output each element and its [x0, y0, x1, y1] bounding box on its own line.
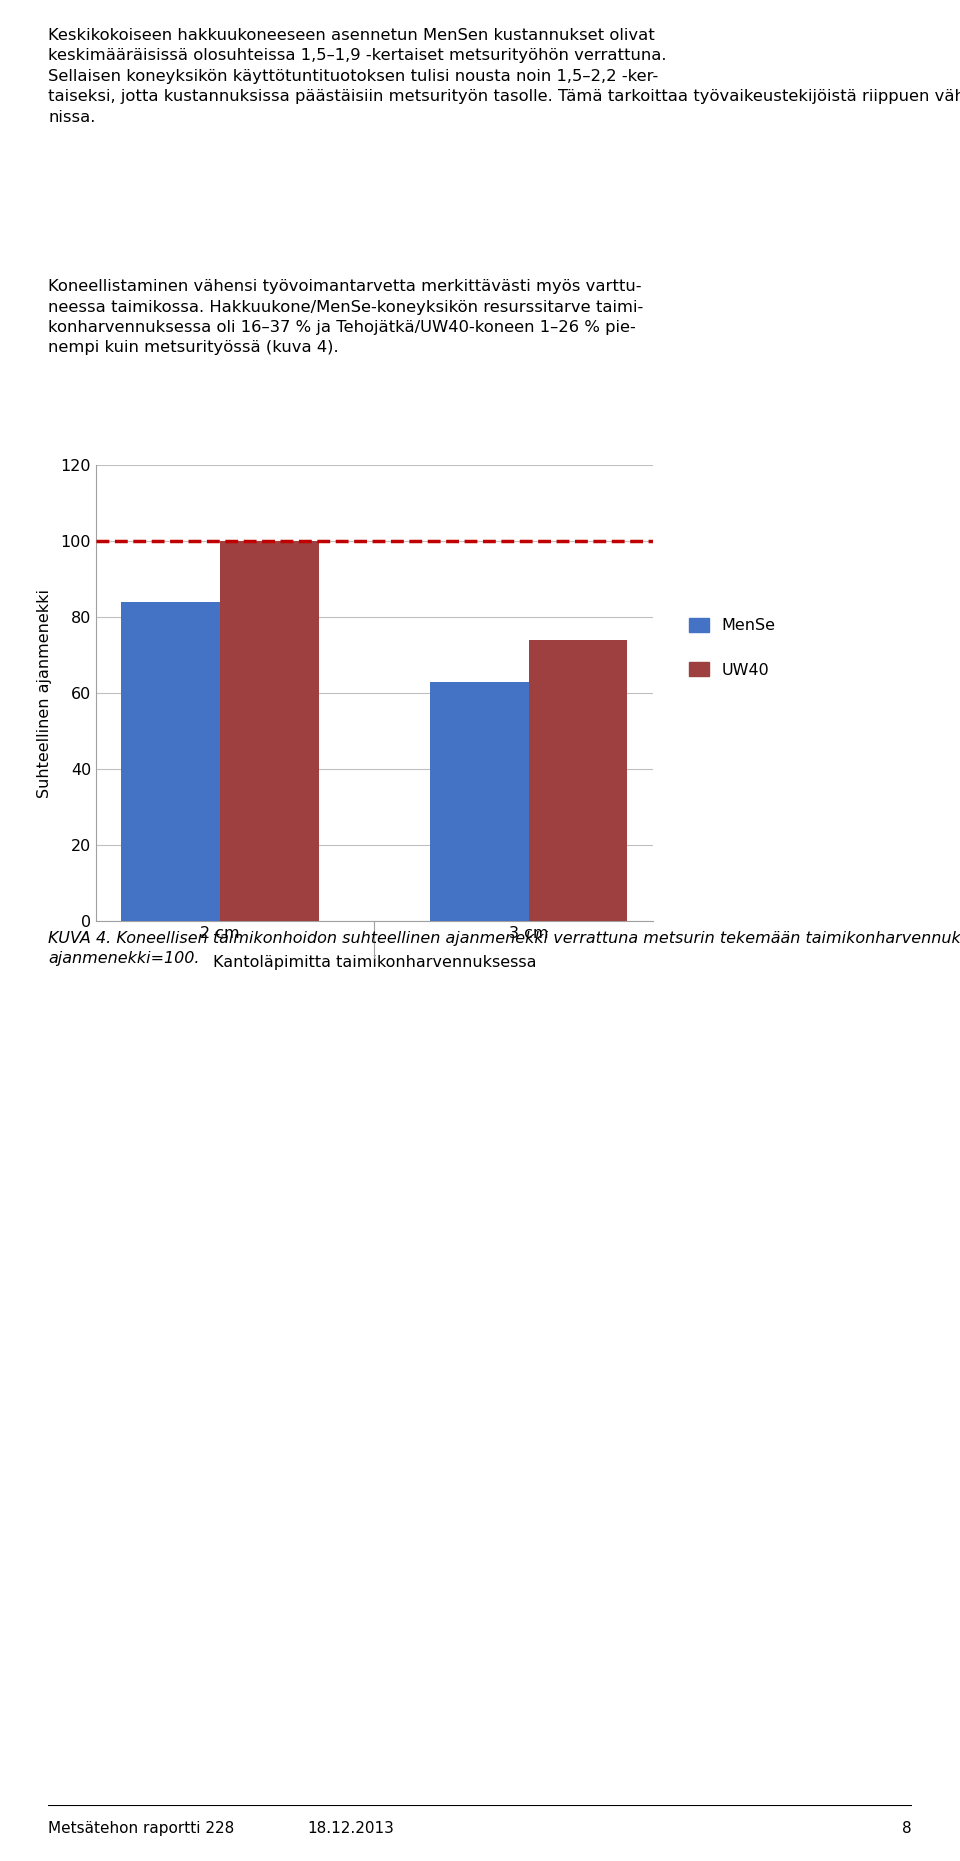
Bar: [529, 640, 628, 921]
Text: KUVA 4. Koneellisen taimikonhoidon suhteellinen ajanmenekki verrattuna metsurin : KUVA 4. Koneellisen taimikonhoidon suhte…: [48, 930, 960, 966]
Bar: [220, 542, 319, 921]
Bar: [121, 601, 220, 921]
Text: 8: 8: [902, 1822, 912, 1837]
Text: 18.12.2013: 18.12.2013: [307, 1822, 394, 1837]
Text: Koneellistaminen vähensi työvoimantarvetta merkittävästi myös varttu-
neessa tai: Koneellistaminen vähensi työvoimantarvet…: [48, 279, 643, 355]
Y-axis label: Suhteellinen ajanmenekki: Suhteellinen ajanmenekki: [37, 588, 52, 798]
Text: Metsätehon raportti 228: Metsätehon raportti 228: [48, 1822, 234, 1837]
Legend: MenSe, UW40: MenSe, UW40: [684, 610, 781, 685]
Bar: [430, 681, 529, 921]
Text: Keskikokoiseen hakkuukoneeseen asennetun MenSen kustannukset olivat
keskimääräis: Keskikokoiseen hakkuukoneeseen asennetun…: [48, 28, 960, 125]
X-axis label: Kantoläpimitta taimikonharvennuksessa: Kantoläpimitta taimikonharvennuksessa: [213, 955, 536, 970]
